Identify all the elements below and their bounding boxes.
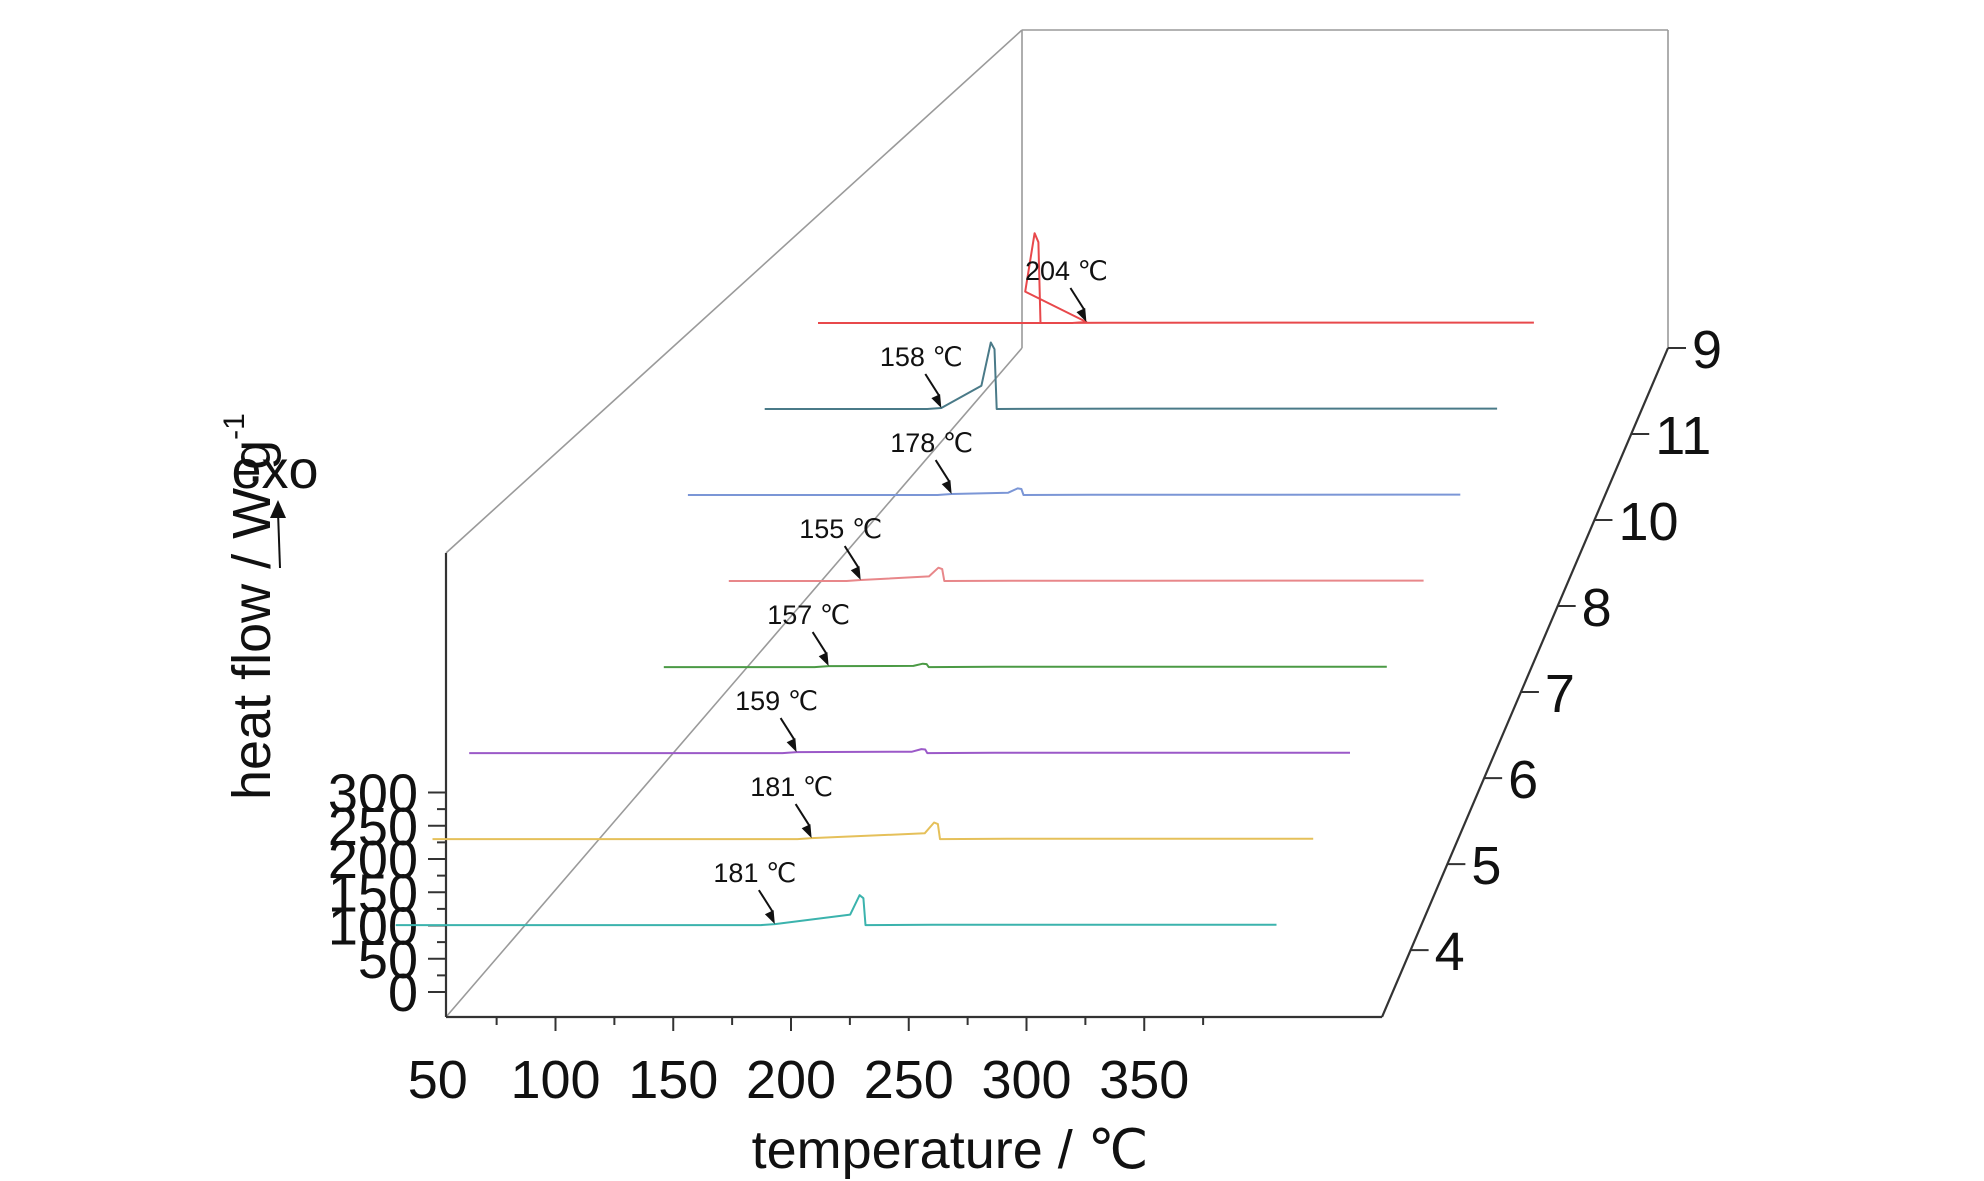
onset-arrowhead	[801, 824, 812, 839]
onset-arrowhead	[786, 738, 797, 753]
x-tick-label: 200	[746, 1050, 836, 1110]
x-axis-ticks: 50 100 150 200 250 300 350	[408, 1017, 1205, 1110]
onset-arrow	[794, 803, 811, 827]
y-tick-label: 200	[328, 830, 418, 890]
y-tick-label: 150	[328, 863, 418, 923]
x-tick-label: 150	[628, 1050, 718, 1110]
onset-arrow	[1069, 287, 1086, 311]
y-axis-label: heat flow / W·g-1	[218, 413, 282, 800]
onset-arrow	[811, 631, 828, 655]
x-tick-label: 250	[864, 1050, 954, 1110]
onset-arrowhead	[764, 910, 775, 925]
onset-arrowhead	[818, 652, 829, 667]
depth-tick-label: 4	[1435, 922, 1465, 982]
trace-line	[469, 748, 1351, 755]
onset-label: 204 ℃	[1025, 256, 1108, 286]
y-axis-label-superscript: -1	[218, 413, 251, 440]
y-tick-label: 300	[328, 764, 418, 824]
dsc-traces	[395, 232, 1534, 927]
y-tick-label: 0	[388, 963, 418, 1023]
trace-line	[432, 821, 1314, 841]
depth-axis	[1380, 347, 1670, 1018]
onset-arrowhead	[931, 394, 942, 409]
floor-left-connector	[445, 347, 1023, 1018]
onset-annotations: 181 ℃ 181 ℃ 159 ℃ 157 ℃ 155 ℃ 178 ℃ 158 ℃ 204 ℃	[713, 256, 1108, 925]
onset-arrow	[934, 459, 951, 483]
onset-label: 157 ℃	[767, 600, 850, 630]
exo-label: exo	[231, 440, 318, 500]
onset-arrowhead	[1076, 308, 1087, 323]
y-tick-label: 250	[328, 797, 418, 857]
exo-arrow	[270, 500, 286, 569]
onset-arrow	[779, 717, 796, 741]
trace-line	[395, 894, 1277, 927]
onset-label: 159 ℃	[735, 686, 818, 716]
y-tick-label: 50	[358, 930, 418, 990]
onset-label: 181 ℃	[750, 772, 833, 802]
x-tick-label: 50	[408, 1050, 468, 1110]
depth-tick-label: 8	[1582, 578, 1612, 638]
depth-tick-label: 11	[1655, 406, 1711, 466]
y-axis-label-group: heat flow / W·g-1	[218, 413, 282, 800]
depth-tick-label: 10	[1618, 492, 1678, 552]
trace-line	[728, 566, 1424, 582]
trace-line	[687, 487, 1461, 496]
onset-arrow	[843, 545, 860, 569]
depth-tick-label: 7	[1545, 664, 1575, 724]
trace-line	[764, 341, 1498, 410]
x-axis-label: temperature / ℃	[752, 1120, 1149, 1180]
onset-label: 158 ℃	[880, 342, 963, 372]
trace-line	[818, 232, 1534, 324]
x-tick-label: 350	[1099, 1050, 1189, 1110]
onset-label: 178 ℃	[890, 428, 973, 458]
y-tick-label: 100	[328, 897, 418, 957]
depth-tick-label: 9	[1692, 320, 1722, 380]
onset-arrowhead	[941, 480, 952, 495]
chart-frame	[444, 29, 1670, 1019]
top-left-connector	[445, 29, 1023, 554]
x-tick-label: 300	[981, 1050, 1071, 1110]
trace-line	[663, 662, 1387, 669]
x-tick-label: 100	[510, 1050, 600, 1110]
onset-label: 155 ℃	[799, 514, 882, 544]
depth-tick-label: 5	[1471, 836, 1501, 896]
depth-tick-label: 6	[1508, 750, 1538, 810]
onset-arrow	[758, 889, 774, 913]
onset-arrowhead	[850, 566, 861, 581]
onset-label: 181 ℃	[713, 858, 796, 888]
onset-arrow	[924, 373, 941, 397]
